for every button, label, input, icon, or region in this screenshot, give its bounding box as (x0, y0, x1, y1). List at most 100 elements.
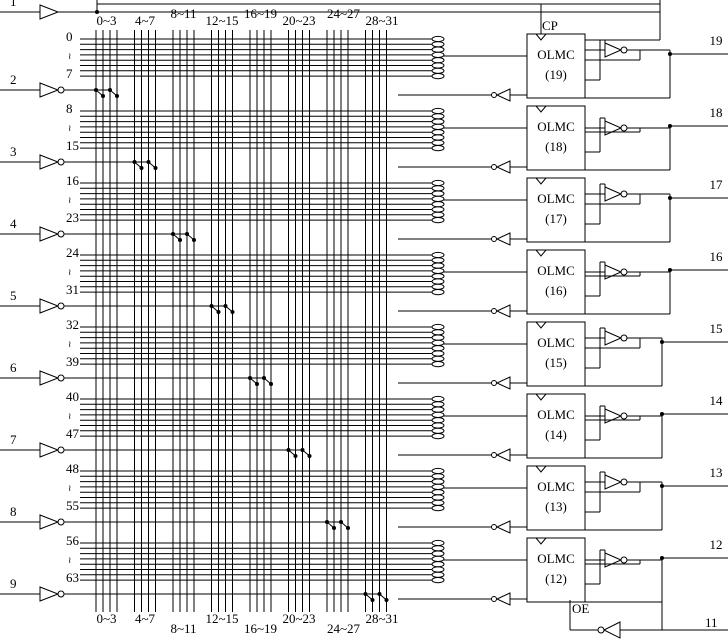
buffer (495, 232, 511, 246)
row-label: 39 (66, 354, 79, 369)
pin-label: 5 (10, 288, 17, 303)
olmc-number: (15) (545, 355, 567, 370)
olmc-number: (17) (545, 211, 567, 226)
inverter-bubble (620, 334, 628, 342)
column-label: 12~15 (205, 611, 238, 626)
and-gate (431, 195, 445, 202)
junction (139, 166, 144, 170)
pin-label: 4 (10, 216, 17, 231)
and-gate (431, 339, 445, 346)
junction (192, 238, 196, 242)
junction (668, 196, 672, 200)
junction (101, 94, 105, 98)
junction (216, 310, 221, 314)
pin-label: 8 (10, 504, 17, 519)
pin-label: 9 (10, 576, 17, 591)
column-label: 8~11 (170, 6, 196, 21)
inverter-bubble (57, 590, 65, 598)
clock-mark (535, 105, 547, 113)
row-label: 24 (66, 245, 80, 260)
inverter-bubble (57, 86, 65, 94)
and-gate (431, 539, 445, 547)
inverter-bubble (491, 524, 497, 530)
buffer (39, 586, 60, 602)
inverter-bubble (620, 190, 628, 198)
and-gate (431, 51, 445, 59)
buffer (39, 4, 60, 20)
inverter-bubble (57, 302, 65, 310)
inverter-bubble (491, 308, 497, 314)
and-gate (431, 350, 445, 357)
and-gate (431, 201, 445, 208)
junction (668, 268, 672, 272)
olmc-label: OLMC (537, 551, 575, 566)
and-gate (431, 206, 445, 213)
and-gate (431, 411, 445, 418)
pin-label: 1 (10, 0, 17, 9)
pin-label: 2 (10, 72, 17, 87)
clock-mark (535, 537, 547, 545)
output-buffer (604, 264, 623, 280)
junction (346, 526, 350, 530)
inverter-bubble (597, 626, 605, 634)
junction (384, 598, 389, 602)
column-label: 4~7 (135, 611, 156, 626)
clock-mark (535, 321, 547, 329)
row-label: 55 (66, 498, 79, 513)
row-separator: ≀ (68, 267, 71, 277)
row-label: 15 (66, 138, 79, 153)
row-label: 48 (66, 461, 79, 476)
pin-label: 11 (705, 615, 718, 630)
junction (255, 382, 259, 386)
column-label: 4~7 (135, 13, 156, 28)
output-buffer (604, 552, 623, 568)
and-gate (431, 267, 445, 274)
and-gate (431, 345, 445, 352)
pin-label: 7 (10, 432, 17, 447)
column-label: 16~19 (244, 621, 277, 636)
column-label: 20~23 (282, 611, 315, 626)
and-gate (431, 478, 445, 485)
inverter-bubble (491, 380, 497, 386)
buffer (495, 448, 511, 462)
row-label: 32 (66, 317, 79, 332)
row-separator: ≀ (68, 411, 71, 421)
row-label: 31 (66, 282, 79, 297)
olmc-box (526, 537, 586, 603)
inverter-bubble (620, 478, 628, 486)
and-gate (431, 406, 445, 413)
output-buffer (604, 330, 623, 346)
junction (332, 526, 336, 530)
and-gate (431, 561, 445, 568)
oe-buffer (602, 621, 621, 639)
and-gate (431, 41, 445, 48)
olmc-box (526, 249, 586, 315)
olmc-number: (12) (545, 571, 567, 586)
and-gate (431, 494, 445, 501)
and-gate (431, 550, 445, 557)
junction (668, 124, 672, 128)
and-gate (431, 273, 445, 280)
and-gate (431, 139, 445, 146)
junction (293, 454, 298, 458)
and-gate (431, 483, 445, 490)
and-gate (431, 489, 445, 496)
row-label: 0 (66, 29, 73, 44)
and-gate (431, 427, 445, 434)
buffer (495, 160, 511, 174)
junction (660, 340, 664, 344)
and-gate (431, 145, 445, 152)
junction (269, 382, 273, 386)
clock-mark (535, 249, 547, 257)
and-gate (431, 67, 445, 74)
olmc-label: OLMC (537, 407, 575, 422)
column-label: 28~31 (365, 611, 398, 626)
pin-label: 16 (710, 249, 724, 264)
olmc-number: (16) (545, 283, 567, 298)
output-buffer (604, 474, 623, 490)
cp-label: CP (542, 18, 558, 33)
and-gate (431, 179, 445, 187)
olmc-box (526, 465, 586, 531)
row-separator: ≀ (68, 339, 71, 349)
and-gate (431, 35, 445, 43)
